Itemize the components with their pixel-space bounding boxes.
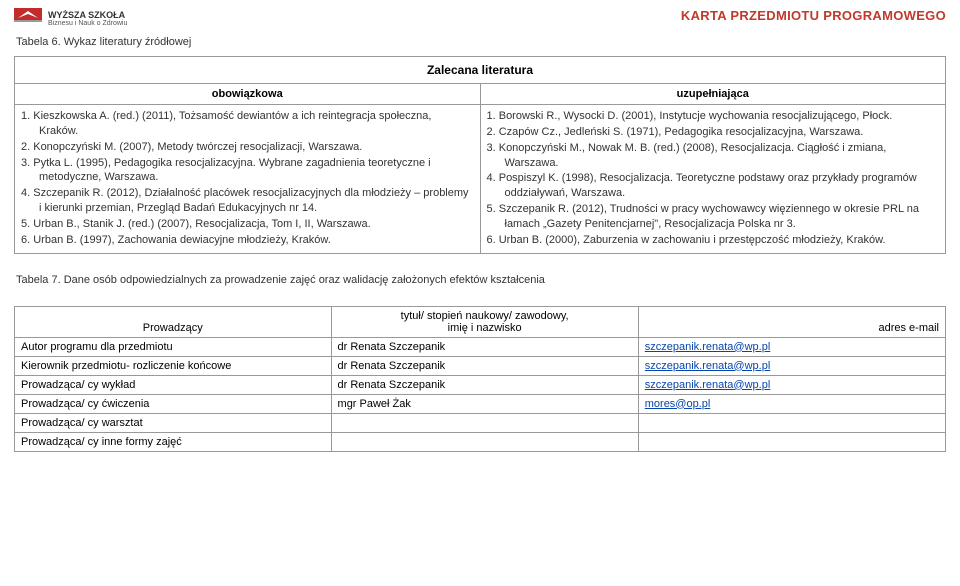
col-name-header-l2: imię i nazwisko <box>448 322 522 334</box>
name-cell <box>331 432 638 451</box>
list-item: 3. Pytka L. (1995), Pedagogika resocjali… <box>21 156 474 186</box>
mail-cell <box>638 432 945 451</box>
role-cell: Prowadząca/ cy inne formy zajęć <box>15 432 332 451</box>
responsibles-table: Prowadzący tytuł/ stopień naukowy/ zawod… <box>14 306 946 452</box>
table-row: Autor programu dla przedmiotudr Renata S… <box>15 337 946 356</box>
school-logo-icon <box>14 8 42 30</box>
email-link[interactable]: szczepanik.renata@wp.pl <box>645 341 771 353</box>
obowiazkowa-list: 1. Kieszkowska A. (red.) (2011), Tożsamo… <box>21 109 474 248</box>
mail-cell: mores@op.pl <box>638 394 945 413</box>
role-cell: Prowadząca/ cy wykład <box>15 375 332 394</box>
literature-main-header: Zalecana literatura <box>15 57 946 84</box>
logo-line1: WYŻSZA SZKOŁA <box>48 11 127 20</box>
table6-caption: Tabela 6. Wykaz literatury źródłowej <box>16 36 946 48</box>
name-cell: dr Renata Szczepanik <box>331 356 638 375</box>
col-name-header: tytuł/ stopień naukowy/ zawodowy, imię i… <box>331 306 638 337</box>
name-cell: mgr Paweł Żak <box>331 394 638 413</box>
list-item: 5. Szczepanik R. (2012), Trudności w pra… <box>487 202 940 232</box>
uzupelniajaca-cell: 1. Borowski R., Wysocki D. (2001), Insty… <box>480 105 946 254</box>
list-item: 2. Czapów Cz., Jedleński S. (1971), Peda… <box>487 125 940 140</box>
col-obowiazkowa-header: obowiązkowa <box>15 84 481 105</box>
role-cell: Prowadząca/ cy warsztat <box>15 413 332 432</box>
table-row: Prowadząca/ cy inne formy zajęć <box>15 432 946 451</box>
logo-line2: Biznesu i Nauk o Zdrowiu <box>48 20 127 27</box>
email-link[interactable]: szczepanik.renata@wp.pl <box>645 379 771 391</box>
list-item: 2. Konopczyński M. (2007), Metody twórcz… <box>21 140 474 155</box>
table7-caption: Tabela 7. Dane osób odpowiedzialnych za … <box>16 274 946 286</box>
literature-table: Zalecana literatura obowiązkowa uzupełni… <box>14 56 946 254</box>
list-item: 1. Kieszkowska A. (red.) (2011), Tożsamo… <box>21 109 474 139</box>
uzupelniajaca-list: 1. Borowski R., Wysocki D. (2001), Insty… <box>487 109 940 248</box>
table-row: Prowadząca/ cy warsztat <box>15 413 946 432</box>
obowiazkowa-cell: 1. Kieszkowska A. (red.) (2011), Tożsamo… <box>15 105 481 254</box>
name-cell: dr Renata Szczepanik <box>331 337 638 356</box>
page-header: WYŻSZA SZKOŁA Biznesu i Nauk o Zdrowiu K… <box>14 8 946 30</box>
name-cell: dr Renata Szczepanik <box>331 375 638 394</box>
list-item: 6. Urban B. (1997), Zachowania dewiacyjn… <box>21 233 474 248</box>
col-uzupelniajaca-header: uzupełniająca <box>480 84 946 105</box>
email-link[interactable]: szczepanik.renata@wp.pl <box>645 360 771 372</box>
name-cell <box>331 413 638 432</box>
list-item: 3. Konopczyński M., Nowak M. B. (red.) (… <box>487 141 940 171</box>
list-item: 1. Borowski R., Wysocki D. (2001), Insty… <box>487 109 940 124</box>
mail-cell: szczepanik.renata@wp.pl <box>638 356 945 375</box>
list-item: 4. Szczepanik R. (2012), Działalność pla… <box>21 186 474 216</box>
role-cell: Kierownik przedmiotu- rozliczenie końcow… <box>15 356 332 375</box>
list-item: 5. Urban B., Stanik J. (red.) (2007), Re… <box>21 217 474 232</box>
logo-text-block: WYŻSZA SZKOŁA Biznesu i Nauk o Zdrowiu <box>48 11 127 27</box>
table-row: Kierownik przedmiotu- rozliczenie końcow… <box>15 356 946 375</box>
mail-cell: szczepanik.renata@wp.pl <box>638 337 945 356</box>
col-name-header-l1: tytuł/ stopień naukowy/ zawodowy, <box>401 310 569 322</box>
col-role-header: Prowadzący <box>15 306 332 337</box>
table-row: Prowadząca/ cy ćwiczeniamgr Paweł Żak mor… <box>15 394 946 413</box>
list-item: 4. Pospiszyl K. (1998), Resocjalizacja. … <box>487 171 940 201</box>
mail-cell <box>638 413 945 432</box>
karta-title: KARTA PRZEDMIOTU PROGRAMOWEGO <box>681 8 946 23</box>
role-cell: Autor programu dla przedmiotu <box>15 337 332 356</box>
col-mail-header: adres e-mail <box>638 306 945 337</box>
table-row: Prowadząca/ cy wykładdr Renata Szczepani… <box>15 375 946 394</box>
role-cell: Prowadząca/ cy ćwiczenia <box>15 394 332 413</box>
mail-cell: szczepanik.renata@wp.pl <box>638 375 945 394</box>
list-item: 6. Urban B. (2000), Zaburzenia w zachowa… <box>487 233 940 248</box>
logo-block: WYŻSZA SZKOŁA Biznesu i Nauk o Zdrowiu <box>14 8 127 30</box>
email-link[interactable]: mores@op.pl <box>645 398 711 410</box>
